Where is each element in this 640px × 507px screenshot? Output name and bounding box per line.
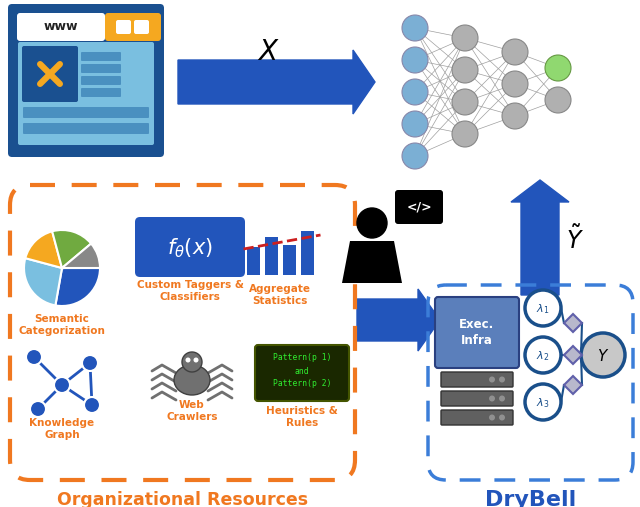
FancyBboxPatch shape: [81, 64, 121, 73]
Wedge shape: [56, 268, 100, 306]
Circle shape: [525, 337, 561, 373]
FancyBboxPatch shape: [395, 190, 443, 224]
Text: Graph: Graph: [44, 430, 80, 440]
Text: Aggregate: Aggregate: [249, 284, 311, 294]
Text: Categorization: Categorization: [19, 326, 106, 336]
Polygon shape: [511, 180, 569, 295]
Text: $Y$: $Y$: [597, 348, 609, 364]
Polygon shape: [564, 314, 582, 332]
Text: $\lambda_3$: $\lambda_3$: [536, 396, 550, 410]
Bar: [301, 231, 314, 275]
Text: Pattern(p 1): Pattern(p 1): [273, 353, 332, 363]
Circle shape: [525, 384, 561, 420]
Text: Semantic: Semantic: [35, 314, 90, 324]
Text: www: www: [44, 20, 78, 33]
Circle shape: [402, 15, 428, 41]
Ellipse shape: [174, 365, 210, 395]
Circle shape: [489, 377, 495, 382]
FancyBboxPatch shape: [81, 88, 121, 97]
FancyBboxPatch shape: [134, 20, 149, 34]
Circle shape: [452, 89, 478, 115]
Circle shape: [499, 395, 505, 402]
FancyBboxPatch shape: [18, 42, 154, 145]
Circle shape: [402, 47, 428, 73]
Wedge shape: [24, 258, 62, 305]
Text: Pattern(p 2): Pattern(p 2): [273, 380, 332, 388]
Circle shape: [452, 25, 478, 51]
Circle shape: [26, 349, 42, 365]
Text: and: and: [294, 367, 309, 376]
FancyBboxPatch shape: [135, 217, 245, 277]
Circle shape: [499, 415, 505, 420]
FancyBboxPatch shape: [116, 20, 131, 34]
Circle shape: [502, 103, 528, 129]
Text: Organizational Resources: Organizational Resources: [57, 491, 308, 507]
Circle shape: [357, 208, 387, 238]
Circle shape: [30, 401, 46, 417]
Text: Exec.: Exec.: [460, 318, 495, 331]
Bar: [246, 247, 259, 275]
Text: $\mathit{X}$: $\mathit{X}$: [257, 38, 279, 66]
Text: </>: </>: [406, 200, 432, 213]
Text: Crawlers: Crawlers: [166, 412, 218, 422]
Text: Statistics: Statistics: [252, 296, 308, 306]
Circle shape: [502, 39, 528, 65]
FancyBboxPatch shape: [441, 391, 513, 406]
Polygon shape: [178, 50, 375, 114]
Circle shape: [499, 377, 505, 382]
Circle shape: [84, 397, 100, 413]
Bar: [264, 237, 278, 275]
Polygon shape: [564, 346, 582, 364]
Text: Heuristics &: Heuristics &: [266, 406, 338, 416]
Circle shape: [452, 57, 478, 83]
Circle shape: [402, 111, 428, 137]
Circle shape: [489, 415, 495, 420]
FancyBboxPatch shape: [435, 297, 519, 368]
Circle shape: [545, 55, 571, 81]
Circle shape: [82, 355, 98, 371]
Text: $\lambda_1$: $\lambda_1$: [536, 302, 550, 316]
FancyBboxPatch shape: [255, 345, 349, 401]
Text: Custom Taggers &: Custom Taggers &: [136, 280, 243, 290]
Circle shape: [54, 377, 70, 393]
FancyBboxPatch shape: [17, 13, 105, 41]
Circle shape: [525, 290, 561, 326]
Wedge shape: [52, 230, 91, 268]
Text: Classifiers: Classifiers: [159, 292, 220, 302]
FancyBboxPatch shape: [81, 76, 121, 85]
Circle shape: [402, 143, 428, 169]
Text: Knowledge: Knowledge: [29, 418, 95, 428]
Text: $\lambda_2$: $\lambda_2$: [536, 349, 550, 363]
Text: Rules: Rules: [286, 418, 318, 428]
FancyBboxPatch shape: [23, 107, 149, 118]
Polygon shape: [357, 289, 440, 351]
Wedge shape: [26, 231, 62, 268]
Text: $f_{\theta}(x)$: $f_{\theta}(x)$: [167, 236, 213, 260]
FancyBboxPatch shape: [441, 410, 513, 425]
Circle shape: [452, 121, 478, 147]
Text: $\tilde{Y}$: $\tilde{Y}$: [566, 226, 584, 255]
FancyBboxPatch shape: [441, 372, 513, 387]
Circle shape: [186, 357, 191, 363]
Circle shape: [193, 357, 198, 363]
FancyBboxPatch shape: [105, 13, 161, 41]
FancyBboxPatch shape: [23, 123, 149, 134]
Circle shape: [402, 79, 428, 105]
Text: DryBell: DryBell: [485, 490, 576, 507]
Text: Infra: Infra: [461, 334, 493, 347]
Polygon shape: [564, 376, 582, 394]
Bar: [282, 245, 296, 275]
FancyBboxPatch shape: [81, 52, 121, 61]
FancyBboxPatch shape: [8, 4, 164, 157]
Wedge shape: [62, 243, 100, 268]
Circle shape: [581, 333, 625, 377]
Polygon shape: [342, 241, 402, 283]
FancyBboxPatch shape: [22, 46, 78, 102]
Circle shape: [182, 352, 202, 372]
Circle shape: [489, 395, 495, 402]
Circle shape: [502, 71, 528, 97]
Circle shape: [545, 87, 571, 113]
Text: Web: Web: [179, 400, 205, 410]
